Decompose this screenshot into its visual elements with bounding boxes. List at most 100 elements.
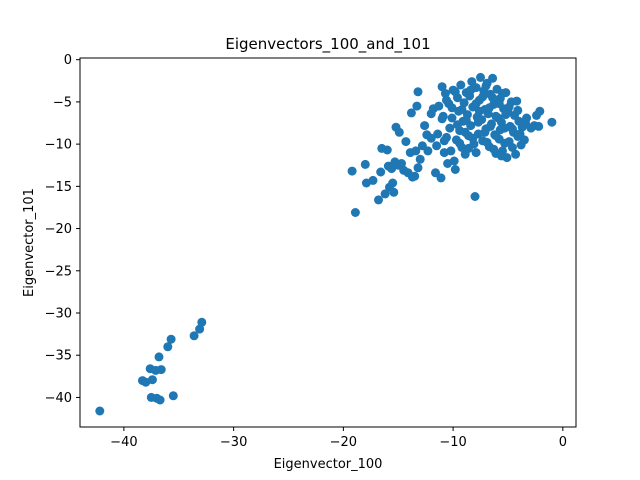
scatter-point: [471, 99, 481, 109]
scatter-point: [411, 146, 421, 156]
scatter-point: [511, 149, 521, 159]
scatter-point: [156, 365, 166, 375]
scatter-point: [450, 165, 460, 174]
scatter-point: [197, 317, 207, 327]
scatter-point: [488, 73, 498, 83]
scatter-point: [491, 111, 501, 121]
scatter-point: [368, 175, 378, 185]
scatter-point: [189, 331, 199, 341]
scatter-point: [350, 208, 360, 217]
scatter-point: [439, 136, 449, 146]
scatter-point: [460, 127, 470, 137]
scatter-point: [434, 101, 444, 111]
scatter-point: [449, 156, 459, 166]
scatter-point: [489, 144, 499, 154]
scatter-point: [504, 102, 514, 112]
scatter-point: [394, 127, 404, 137]
scatter-point: [453, 120, 462, 130]
y-tick-label: −35: [45, 349, 72, 364]
scatter-point: [468, 133, 478, 143]
scatter-point: [95, 406, 105, 416]
scatter-point: [450, 87, 460, 97]
y-tick-label: −40: [45, 391, 72, 406]
scatter-point: [447, 103, 457, 113]
scatter-point: [484, 103, 494, 113]
y-tick-label: −30: [45, 307, 72, 322]
scatter-point: [485, 121, 495, 131]
x-axis-label: Eigenvector_100: [274, 457, 383, 472]
scatter-point: [535, 106, 545, 116]
scatter-point: [147, 375, 157, 385]
y-tick-label: 0: [64, 53, 72, 68]
scatter-point: [466, 85, 476, 95]
y-tick-label: −15: [45, 180, 72, 195]
scatter-point: [406, 108, 416, 118]
scatter-point: [154, 352, 164, 362]
scatter-point: [195, 324, 205, 334]
scatter-point: [507, 143, 517, 152]
scatter-point: [461, 116, 471, 125]
scatter-point: [455, 138, 465, 148]
scatter-point: [526, 123, 536, 133]
scatter-point: [440, 89, 450, 98]
scatter-point: [513, 105, 523, 115]
scatter-point: [380, 189, 390, 199]
y-tick-label: −20: [45, 222, 72, 237]
scatter-point: [347, 166, 357, 176]
scatter-point: [426, 133, 436, 143]
scatter-point: [433, 129, 443, 139]
scatter-point: [376, 167, 386, 177]
y-tick-label: −5: [53, 95, 72, 110]
scatter-point: [474, 106, 484, 116]
y-axis-label: Eigenvector_101: [22, 188, 37, 297]
scatter-point: [547, 117, 557, 127]
scatter-point: [471, 148, 481, 158]
scatter-point: [501, 110, 511, 120]
scatter-point: [360, 159, 370, 169]
scatter-point: [445, 123, 455, 133]
scatter-point: [515, 129, 525, 139]
scatter-point: [388, 178, 398, 188]
x-tick-label: −10: [439, 435, 466, 450]
y-axis: 0 −5 −10 −15 −20 −25 −30 −35 −40: [45, 53, 80, 406]
scatter-point: [155, 395, 165, 405]
scatter-point: [415, 154, 425, 164]
scatter-point: [496, 151, 506, 161]
scatter-point: [478, 92, 488, 102]
scatter-point: [389, 187, 399, 197]
scatter-point: [374, 195, 383, 205]
scatter-point: [442, 95, 451, 105]
scatter-point: [534, 121, 544, 131]
scatter-point: [413, 163, 423, 173]
scatter-point: [382, 145, 392, 155]
plot-frame: [79, 57, 577, 428]
scatter-point: [401, 137, 411, 147]
scatter-point: [163, 342, 173, 352]
scatter-point: [447, 113, 457, 123]
scatter-point: [457, 105, 467, 114]
chart-title: Eigenvectors_100_and_101: [225, 35, 430, 54]
scatter-point: [437, 114, 447, 124]
scatter-point: [500, 138, 510, 148]
scatter-point: [456, 80, 466, 90]
scatter-point: [494, 99, 504, 109]
scatter-point: [168, 391, 178, 401]
scatter-point: [437, 82, 447, 92]
y-tick-label: −10: [45, 138, 72, 153]
scatter-point: [482, 137, 492, 147]
scatter-point: [473, 117, 483, 127]
x-axis: −40 −30 −20 −10 0: [110, 427, 567, 450]
scatter-point: [432, 141, 442, 151]
scatter-point: [397, 159, 406, 168]
x-tick-label: 0: [559, 435, 567, 450]
scatter-point: [480, 127, 490, 137]
x-tick-label: −40: [110, 435, 137, 450]
scatter-point: [507, 124, 517, 134]
scatter-point: [412, 101, 422, 111]
points-layer: [95, 72, 557, 416]
scatter-point: [495, 125, 505, 135]
scatter-point: [470, 192, 480, 201]
y-tick-label: −25: [45, 264, 72, 279]
scatter-point: [426, 109, 436, 119]
